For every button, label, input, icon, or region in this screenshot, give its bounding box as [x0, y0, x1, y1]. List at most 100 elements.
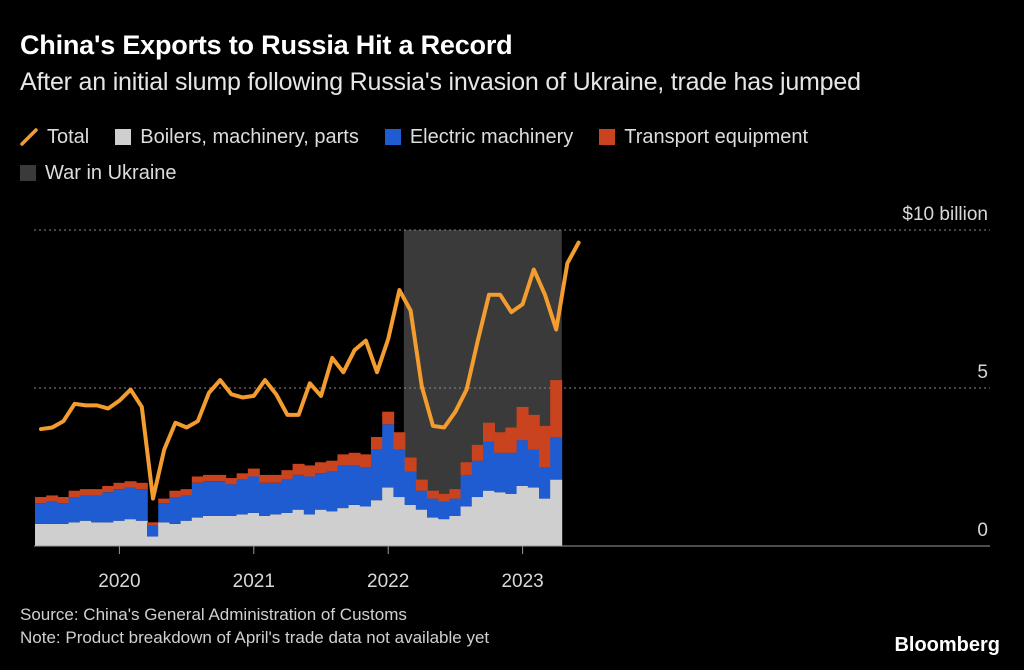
bar-electric-2021-11 — [359, 467, 372, 507]
bar-transport-2020-03 — [135, 482, 148, 490]
bar-electric-2021-07 — [315, 473, 327, 510]
y-tick-label-0: 0 — [977, 520, 988, 541]
bar-transport-2020-11 — [225, 478, 238, 485]
bar-boilers-2019-12 — [102, 522, 115, 546]
bar-boilers-2020-11 — [225, 515, 238, 546]
bar-electric-2023-01 — [516, 440, 529, 486]
bar-electric-2022-01 — [382, 424, 395, 488]
bar-transport-2022-06 — [438, 493, 451, 502]
bar-electric-2019-07 — [46, 501, 59, 524]
bar-boilers-2020-06 — [169, 523, 182, 546]
bar-transport-2021-11 — [359, 454, 372, 467]
bar-electric-2020-04 — [147, 525, 159, 537]
bar-transport-2022-04 — [415, 479, 428, 491]
legend-total-line — [20, 128, 38, 146]
bar-electric-2023-03 — [539, 467, 551, 499]
bar-electric-2021-06 — [303, 476, 316, 515]
bar-boilers-2020-04 — [147, 536, 159, 546]
bar-transport-2023-03 — [539, 425, 551, 467]
bar-boilers-2021-07 — [315, 509, 327, 546]
bar-transport-2019-11 — [91, 489, 103, 496]
legend-item-war: War in Ukraine — [20, 162, 177, 185]
bar-electric-2021-04 — [281, 479, 294, 513]
bar-electric-2022-05 — [427, 498, 439, 518]
bar-boilers-2022-10 — [483, 490, 495, 546]
bar-boilers-2019-08 — [57, 523, 70, 546]
bloomberg-logo: Bloomberg — [894, 634, 1000, 656]
bar-electric-2023-02 — [527, 449, 540, 488]
bar-transport-2021-05 — [292, 463, 305, 475]
bar-transport-2021-08 — [326, 460, 339, 472]
bar-boilers-2022-08 — [460, 506, 473, 546]
legend-label-transport: Transport equipment — [624, 125, 809, 148]
chart-subtitle: After an initial slump following Russia'… — [20, 68, 861, 96]
bar-boilers-2022-02 — [393, 497, 406, 546]
bar-electric-2019-10 — [79, 495, 92, 521]
bar-electric-2020-08 — [191, 482, 204, 518]
bar-boilers-2023-03 — [539, 498, 551, 546]
bar-electric-2023-04 — [550, 436, 563, 480]
bar-boilers-2019-07 — [46, 523, 59, 546]
bar-boilers-2019-11 — [91, 522, 103, 546]
electric-swatch-icon — [384, 129, 401, 145]
bar-electric-2022-03 — [404, 471, 417, 505]
bar-transport-2020-08 — [191, 476, 204, 483]
bar-boilers-2023-02 — [527, 487, 540, 546]
bar-boilers-2021-12 — [371, 500, 383, 546]
bar-boilers-2019-06 — [35, 523, 47, 546]
bar-transport-2021-09 — [337, 454, 350, 466]
bar-transport-2019-07 — [46, 495, 59, 502]
legend-row-1: Total Boilers, machinery, parts Electric… — [20, 122, 980, 152]
legend-label-total: Total — [47, 125, 90, 148]
source-note: Source: China's General Administration o… — [20, 605, 407, 624]
x-tick-label-2020: 2020 — [98, 571, 140, 592]
x-tick-label-2022: 2022 — [367, 571, 409, 592]
bar-electric-2019-08 — [57, 503, 70, 524]
bar-electric-2022-08 — [460, 474, 473, 507]
legend-label-electric: Electric machinery — [409, 125, 574, 148]
bar-electric-2019-09 — [68, 497, 81, 523]
bar-transport-2021-07 — [315, 462, 327, 474]
bar-transport-2022-02 — [393, 432, 406, 450]
bar-boilers-2022-04 — [415, 509, 428, 546]
data-note: Note: Product breakdown of April's trade… — [20, 628, 490, 647]
bar-electric-2021-05 — [292, 474, 305, 510]
bar-boilers-2023-01 — [516, 485, 529, 546]
bar-boilers-2021-05 — [292, 509, 305, 546]
bar-transport-2019-06 — [35, 497, 47, 504]
y-tick-label-5: 5 — [977, 362, 988, 383]
legend-item-electric: Electric machinery — [384, 125, 574, 149]
bar-transport-2021-10 — [348, 452, 361, 466]
legend-item-total: Total — [20, 126, 89, 149]
bar-boilers-2019-10 — [79, 520, 92, 546]
legend-item-transport: Transport equipment — [599, 126, 808, 149]
bar-electric-2020-10 — [214, 481, 227, 516]
bar-transport-2021-02 — [259, 474, 271, 483]
bar-boilers-2021-11 — [359, 506, 372, 546]
bar-boilers-2020-10 — [214, 515, 227, 546]
bar-electric-2019-11 — [91, 495, 103, 523]
bar-boilers-2020-07 — [180, 520, 193, 546]
bar-electric-2020-05 — [158, 503, 171, 523]
legend-row-2: War in Ukraine — [20, 158, 980, 188]
bar-transport-2021-12 — [371, 436, 383, 450]
bar-electric-2022-10 — [483, 441, 495, 491]
bar-boilers-2021-10 — [348, 504, 361, 546]
bar-boilers-2021-09 — [337, 508, 350, 546]
bar-electric-2022-12 — [505, 452, 518, 494]
bar-boilers-2019-09 — [68, 522, 81, 546]
footer: Source: China's General Administration o… — [20, 603, 489, 649]
bar-transport-2022-10 — [483, 422, 495, 442]
bar-transport-2021-03 — [270, 474, 283, 483]
bar-electric-2020-11 — [225, 484, 238, 516]
bar-electric-2020-12 — [236, 479, 249, 515]
bar-boilers-2021-04 — [281, 512, 294, 546]
bar-electric-2022-09 — [471, 460, 484, 498]
legend-label-boilers: Boilers, machinery, parts — [140, 125, 359, 148]
bar-transport-2020-10 — [214, 474, 227, 482]
bar-transport-2020-06 — [169, 490, 182, 498]
bar-boilers-2020-02 — [124, 519, 137, 546]
war-swatch-icon — [20, 165, 36, 181]
bar-boilers-2022-12 — [505, 493, 518, 546]
